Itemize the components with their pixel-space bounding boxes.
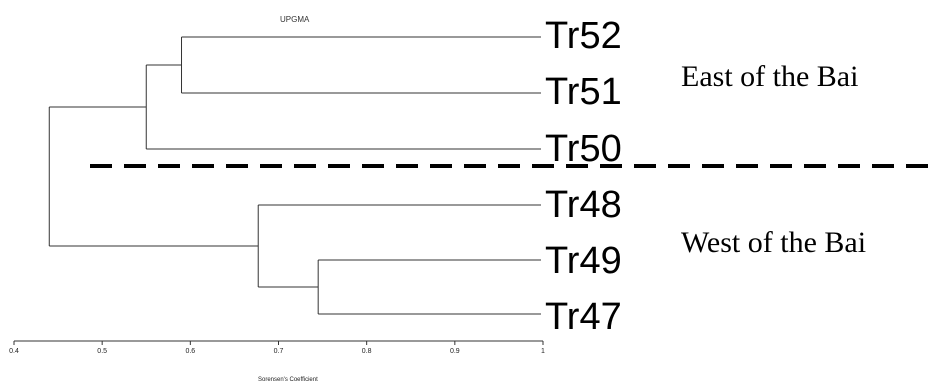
method-title: UPGMA — [280, 15, 310, 24]
dendrogram-branches — [48, 36, 541, 315]
x-axis-tick-label: 1 — [541, 348, 545, 355]
x-axis-tick-label: 0.6 — [185, 348, 195, 355]
x-axis-tick-label: 0.7 — [274, 348, 284, 355]
leaf-label-tr52: Tr52 — [545, 15, 622, 57]
leaf-label-tr50: Tr50 — [545, 128, 622, 170]
x-axis-tick-label: 0.4 — [9, 348, 19, 355]
x-axis-tick-label: 0.8 — [362, 348, 372, 355]
leaf-label-tr48: Tr48 — [545, 184, 622, 226]
leaf-label-tr47: Tr47 — [545, 296, 622, 338]
leaf-label-tr51: Tr51 — [545, 71, 622, 113]
x-axis-tick-label: 0.5 — [97, 348, 107, 355]
x-axis-ticks: 0.4 0.5 0.6 0.7 0.8 0.9 1 — [9, 341, 545, 355]
leaf-label-tr49: Tr49 — [545, 240, 622, 282]
group-label-west: West of the Bai — [681, 226, 866, 259]
x-axis-tick-label: 0.9 — [450, 348, 460, 355]
group-label-east: East of the Bai — [681, 60, 858, 93]
x-axis-title: Sorensen's Coefficient — [258, 377, 318, 383]
